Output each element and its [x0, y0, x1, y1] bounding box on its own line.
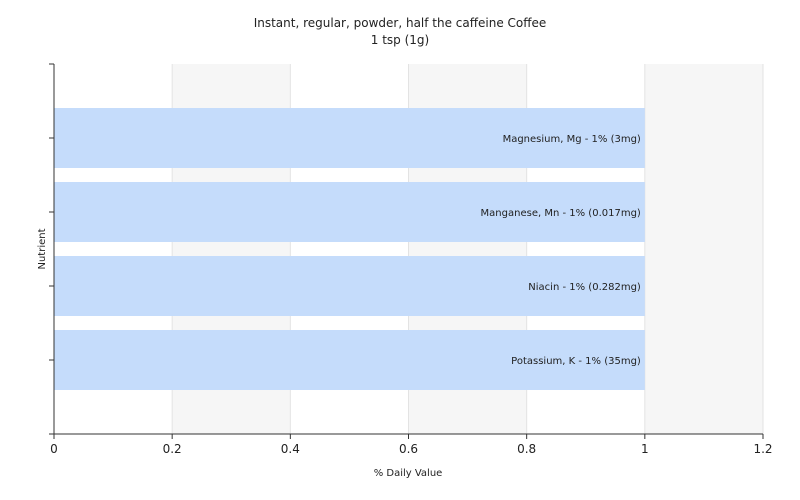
x-tick-label: 0.8: [517, 442, 536, 456]
bars: [54, 108, 645, 390]
bar: [54, 108, 645, 168]
data-labels: Magnesium, Mg - 1% (3mg) Manganese, Mn - …: [481, 134, 641, 367]
bar-data-label: Niacin - 1% (0.282mg): [528, 282, 641, 293]
x-tick-label: 1: [641, 442, 649, 456]
x-tick-label: 0.2: [163, 442, 182, 456]
x-axis-title: % Daily Value: [374, 468, 443, 479]
bar-data-label: Potassium, K - 1% (35mg): [511, 356, 641, 367]
x-tick-label: 0.4: [281, 442, 300, 456]
bar: [54, 182, 645, 242]
chart-subtitle: 1 tsp (1g): [371, 33, 429, 47]
bar: [54, 330, 645, 390]
x-tick-label: 1.2: [753, 442, 772, 456]
axes: [49, 63, 764, 439]
y-axis-title: Nutrient: [37, 228, 48, 269]
x-tick-label: 0: [50, 442, 58, 456]
tick-labels: 0 0.2 0.4 0.6 0.8 1 1.2: [50, 442, 772, 456]
bar-data-label: Manganese, Mn - 1% (0.017mg): [481, 208, 641, 219]
chart-title: Instant, regular, powder, half the caffe…: [254, 16, 547, 30]
x-tick-label: 0.6: [399, 442, 418, 456]
bar: [54, 256, 645, 316]
bar-data-label: Magnesium, Mg - 1% (3mg): [503, 134, 641, 145]
